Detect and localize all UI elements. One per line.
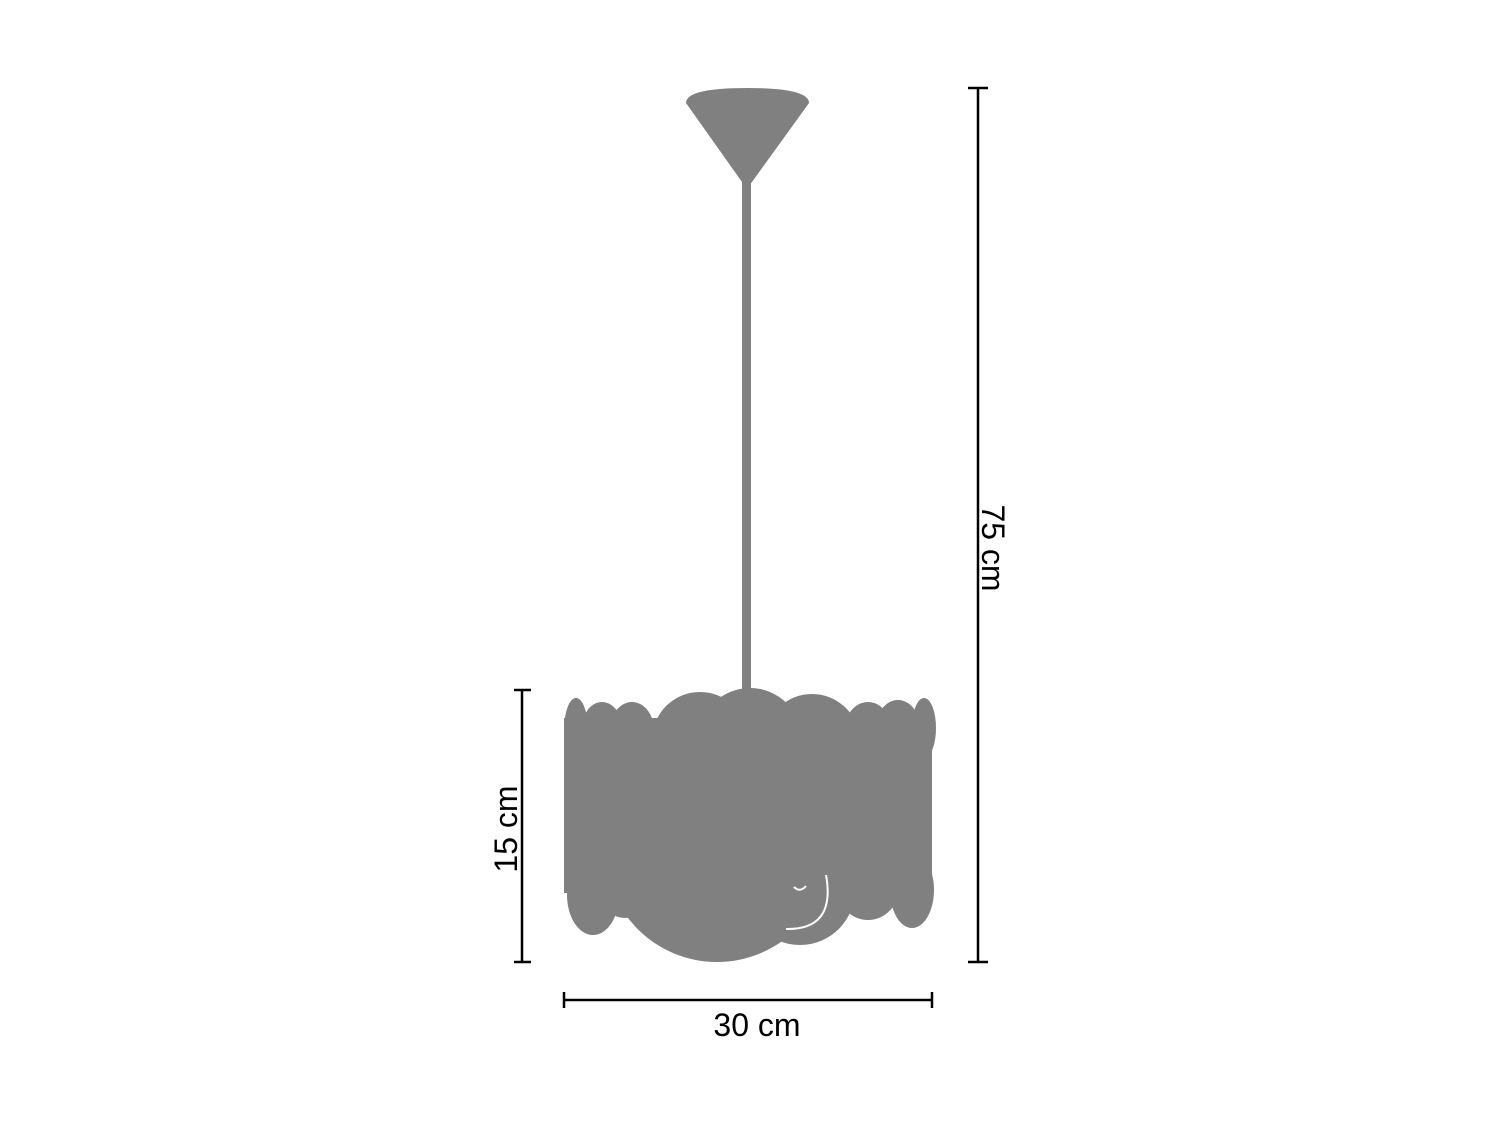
total-height-label: 75 cm [975,504,1011,591]
pendant-lamp [564,88,936,962]
suspension-rod [742,182,751,694]
shade-highlight-small [793,885,807,891]
dimension-shade-height [514,688,531,964]
shade-highlight-arc [785,874,829,931]
dimension-total-height [968,86,988,964]
ceiling-canopy [686,88,809,186]
shade-width-label: 30 cm [713,1007,800,1043]
lamp-shade [564,688,936,962]
shade-height-label: 15 cm [488,785,524,872]
dimension-shade-width [562,992,934,1008]
